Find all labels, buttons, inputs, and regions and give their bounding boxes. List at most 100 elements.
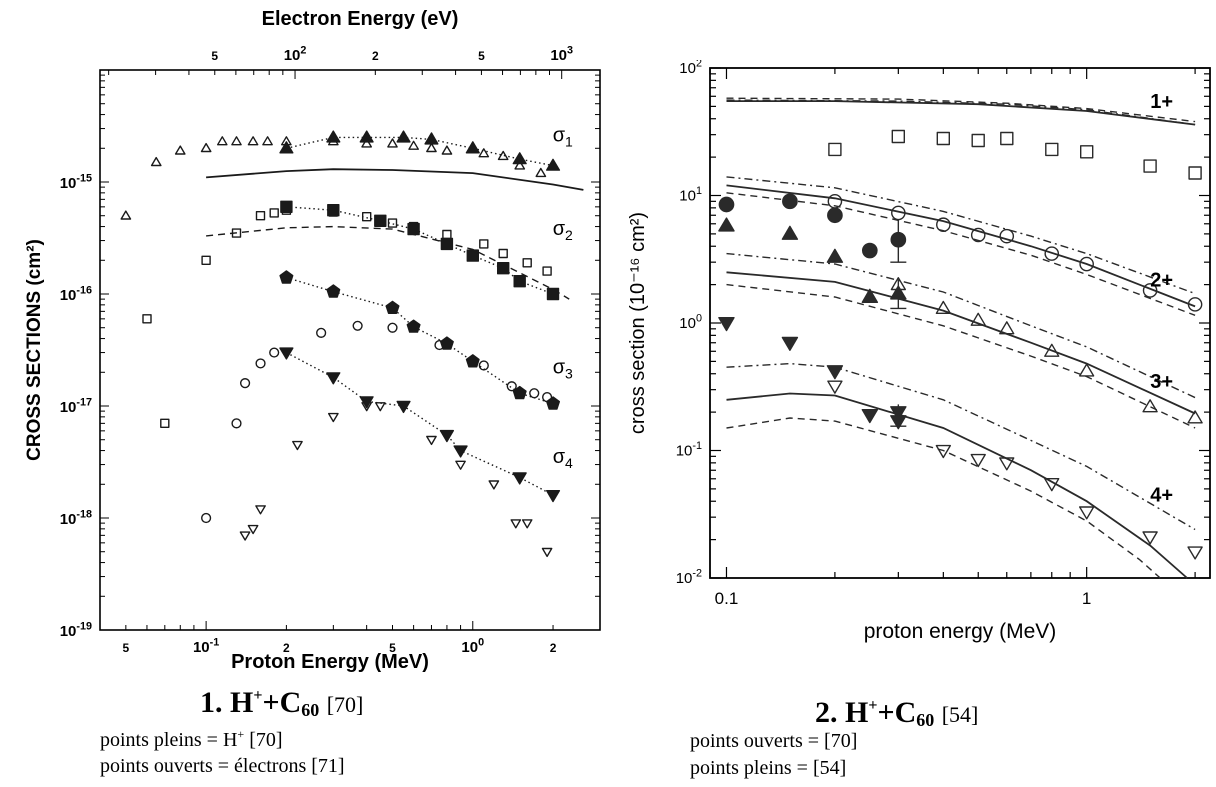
right-data-point <box>1187 410 1203 424</box>
left-data-point <box>497 262 510 275</box>
left-data-point <box>279 347 294 360</box>
left-data-point <box>385 300 400 314</box>
left-data-point <box>387 138 398 148</box>
left-data-point <box>326 130 341 143</box>
right-y-tick-label: 10-2 <box>676 567 702 587</box>
left-data-point <box>174 145 186 155</box>
left-data-point <box>513 275 526 288</box>
left-data-point <box>327 203 340 217</box>
left-data-point <box>488 480 500 490</box>
right-y-tick-label: 102 <box>679 60 702 77</box>
left-data-point <box>497 150 509 161</box>
right-data-point <box>1187 546 1203 560</box>
right-y-tick-label: 101 <box>679 185 702 205</box>
right-plot-frame <box>709 67 1211 579</box>
left-data-point <box>529 388 540 399</box>
left-data-point <box>512 152 527 165</box>
right-y-axis-label: cross section (10⁻¹⁶ cm²) <box>627 212 649 434</box>
left-data-point <box>396 130 411 143</box>
left-chart: 10-19 10-18 10-17 10-16 10-15 5 10-1 2 5 100 2 5 102… <box>24 8 601 673</box>
left-caption-note-1: points pleins = H+ [70] <box>100 727 283 751</box>
left-data-point <box>328 412 339 423</box>
left-x-tick-label: 100 <box>461 636 484 656</box>
left-curve <box>286 206 554 295</box>
left-data-point <box>439 429 454 443</box>
right-data-point <box>826 365 844 380</box>
left-data-point <box>465 141 480 154</box>
right-data-point <box>781 225 799 240</box>
right-data-point <box>999 457 1015 471</box>
left-curve <box>206 168 584 191</box>
left-plot-frame <box>99 69 601 631</box>
left-caption-title: 1. H++C60 [70] <box>200 686 364 720</box>
right-data-point <box>999 321 1015 335</box>
left-data-point <box>200 142 212 153</box>
left-data-point <box>269 347 280 358</box>
left-top-tick-label: 5 <box>478 49 485 63</box>
left-x-tick-label: 5 <box>389 641 396 655</box>
right-y-tick-label: 10-1 <box>676 440 702 460</box>
left-data-point <box>522 258 532 268</box>
right-data-point <box>1142 531 1158 545</box>
left-data-point <box>465 354 480 368</box>
left-data-point <box>255 210 266 221</box>
left-data-point <box>247 136 259 146</box>
right-data-point <box>1044 343 1060 357</box>
left-data-point <box>406 319 421 333</box>
left-data-point <box>441 145 453 155</box>
left-data-point <box>247 524 259 535</box>
right-curve <box>726 97 1196 123</box>
right-caption-note-1: points ouverts = [70] <box>690 730 858 752</box>
right-data-point <box>827 207 843 224</box>
left-data-point <box>510 519 522 529</box>
left-data-point <box>546 287 560 301</box>
left-series-label: σ4 <box>553 446 573 471</box>
left-data-point <box>387 218 398 228</box>
left-curve <box>206 225 570 300</box>
left-data-point <box>498 248 508 259</box>
left-data-point <box>521 519 533 529</box>
left-data-point <box>512 472 527 485</box>
right-data-point <box>970 453 986 468</box>
right-data-point <box>861 242 878 259</box>
left-data-point <box>352 320 363 331</box>
right-data-point <box>861 288 879 304</box>
right-curve <box>726 99 1196 126</box>
left-data-point <box>375 402 386 412</box>
left-curve <box>286 276 554 405</box>
left-data-point <box>316 327 327 338</box>
left-data-point <box>201 255 211 265</box>
left-y-tick-label: 10-19 <box>60 620 92 640</box>
left-data-point <box>542 266 552 276</box>
left-data-point <box>279 141 294 154</box>
right-y-tick-label: 100 <box>679 312 702 332</box>
right-data-point <box>1142 283 1158 298</box>
left-data-point <box>424 132 439 145</box>
left-x-tick-label: 10-1 <box>193 636 219 656</box>
left-data-point <box>408 140 419 150</box>
left-data-point <box>453 445 468 458</box>
left-data-point <box>362 211 372 222</box>
left-data-point <box>426 142 437 153</box>
right-data-point <box>718 196 735 213</box>
right-curve <box>726 184 1196 308</box>
left-data-point <box>546 158 561 171</box>
right-curve <box>726 192 1196 316</box>
right-data-point <box>891 129 905 144</box>
right-data-point <box>1142 399 1158 413</box>
right-curve <box>726 362 1196 531</box>
left-top-tick-label: 5 <box>211 49 218 63</box>
left-y-tick-label: 10-16 <box>60 284 92 304</box>
left-data-point <box>326 284 341 298</box>
left-data-point <box>216 136 228 146</box>
left-top-tick-label: 103 <box>550 44 573 64</box>
left-data-point <box>506 381 517 392</box>
right-data-point <box>781 336 799 351</box>
left-data-point <box>387 322 398 333</box>
right-data-point <box>935 300 951 315</box>
right-caption-title: 2. H++C60 [54] <box>815 696 979 730</box>
right-series-label: 2+ <box>1150 269 1173 291</box>
left-data-point <box>262 136 273 146</box>
left-data-point <box>160 418 170 428</box>
right-data-point <box>1000 131 1014 146</box>
